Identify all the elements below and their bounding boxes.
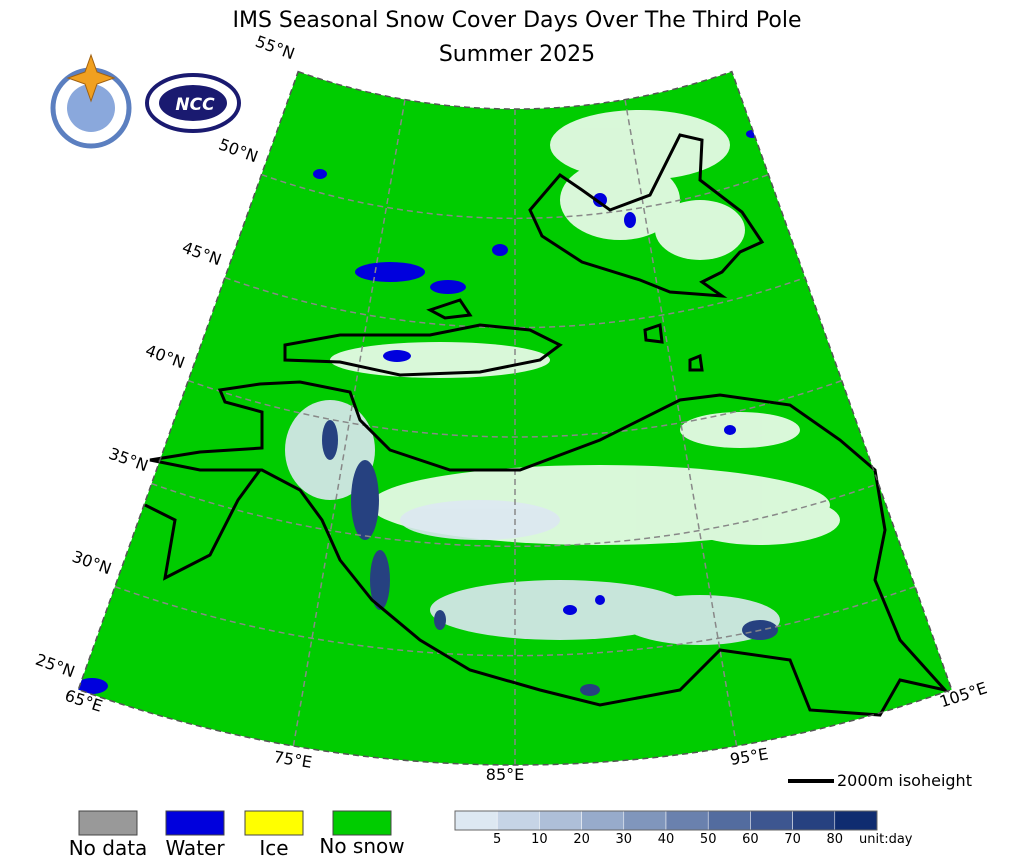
contour-key: 2000m isoheight [788, 771, 972, 790]
latitude-label: 45°N [180, 238, 224, 270]
map: 55°N50°N45°N40°N35°N30°N25°N65°E75°E85°E… [33, 32, 989, 784]
snow-cover [78, 110, 840, 696]
latitude-label: 55°N [253, 32, 297, 64]
legend-swatch [244, 810, 304, 836]
legend-label: Water [165, 836, 225, 860]
legend-label: No snow [319, 834, 404, 858]
legend-label: Ice [259, 836, 288, 860]
colorbar-swatch [834, 810, 878, 831]
colorbar-swatch [792, 810, 836, 831]
colorbar-tick-label: 80 [827, 832, 844, 847]
wmo-logo [50, 53, 132, 149]
legend-swatch [78, 810, 138, 836]
colorbar-tick-label: 30 [616, 832, 633, 847]
latitude-line [261, 173, 769, 219]
contour-label: 2000m isoheight [837, 771, 972, 790]
longitude-label: 95°E [729, 744, 770, 769]
legend-label: No data [69, 836, 148, 860]
map-border [77, 70, 953, 766]
latitude-label: 30°N [70, 547, 114, 579]
colorbar-swatch [665, 810, 709, 831]
colorbar-swatch [454, 810, 498, 831]
longitude-label: 85°E [486, 765, 524, 784]
colorbar-tick-label: 5 [493, 832, 501, 847]
legend-swatch [332, 810, 392, 836]
colorbar-tick-label: 70 [784, 832, 801, 847]
colorbar-swatch [750, 810, 793, 831]
latitude-line [151, 482, 879, 548]
colorbar-tick-label: 50 [700, 832, 717, 847]
latitude-line [187, 379, 843, 438]
ncc-logo: NCC [145, 73, 241, 133]
colorbar-swatch [581, 810, 625, 831]
latitude-label: 35°N [106, 444, 150, 476]
colorbar-frame [454, 810, 878, 831]
legend-swatch [165, 810, 225, 836]
colorbar-tick-label: 20 [573, 832, 590, 847]
colorbar-tick-label: 10 [531, 832, 548, 847]
latitude-label: 50°N [216, 135, 260, 167]
colorbar-tick-label: 60 [742, 832, 759, 847]
colorbar-swatch [539, 810, 582, 831]
latitude-label: 25°N [33, 650, 77, 682]
latitude-label: 40°N [143, 341, 187, 373]
colorbar: 5 10 20 30 40 50 60 70 80 unit:day [454, 810, 913, 847]
colorbar-swatch [623, 810, 667, 831]
colorbar-unit: unit:day [859, 832, 913, 847]
colorbar-swatch [496, 810, 540, 831]
title: IMS Seasonal Snow Cover Days Over The Th… [232, 8, 801, 33]
legend: No data Water Ice No snow [69, 810, 405, 860]
subtitle: Summer 2025 [439, 42, 595, 67]
colorbar-swatch [707, 810, 751, 831]
contours [144, 133, 950, 717]
svg-text:NCC: NCC [175, 95, 215, 115]
colorbar-tick-label: 40 [658, 832, 675, 847]
longitude-label: 75°E [272, 747, 313, 772]
